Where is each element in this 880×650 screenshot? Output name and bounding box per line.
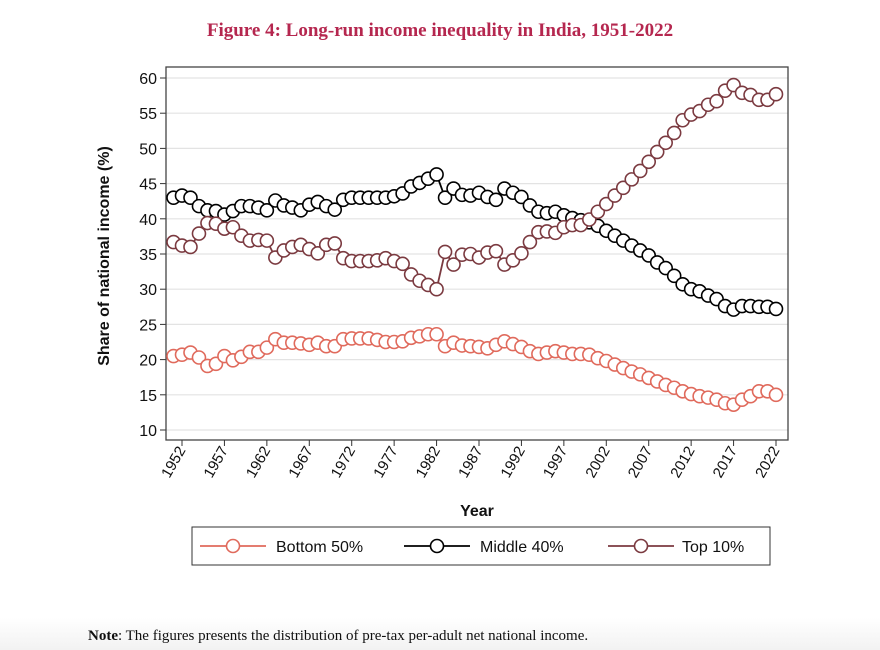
- data-point: [259, 203, 275, 218]
- data-point: [624, 172, 640, 187]
- data-point: [437, 244, 453, 260]
- legend-label: Bottom 50%: [276, 539, 363, 556]
- x-tick-label: 2022: [752, 444, 783, 481]
- y-axis-label: Share of national income (%): [96, 146, 113, 366]
- y-tick-label: 30: [139, 282, 157, 299]
- data-point: [522, 234, 538, 250]
- data-point: [598, 196, 614, 212]
- data-point: [709, 93, 724, 109]
- income-share-chart: 10 15 20 25 30 35 40 45 50 55 60 1952 1957 1962 1967 19…: [96, 66, 789, 566]
- data-point: [666, 125, 682, 141]
- x-tick-label: 1982: [413, 444, 444, 481]
- data-point: [327, 236, 343, 251]
- x-tick-label: 1987: [455, 444, 486, 481]
- data-point: [768, 387, 784, 403]
- x-tick-label: 2007: [625, 444, 656, 481]
- data-point: [632, 163, 648, 179]
- x-tick-label: 1952: [158, 444, 189, 481]
- data-point: [488, 243, 504, 259]
- data-point: [429, 167, 444, 182]
- data-point: [183, 190, 198, 205]
- footer-band: [0, 618, 880, 650]
- plot-frame: [165, 66, 789, 441]
- data-point: [615, 180, 631, 196]
- series-bottom-50-: [166, 326, 784, 412]
- y-tick-label: 45: [139, 177, 157, 194]
- data-point: [649, 144, 665, 160]
- legend-marker: [633, 538, 649, 554]
- data-point: [225, 219, 241, 235]
- data-point: [310, 245, 326, 261]
- x-tick-label: 1957: [200, 444, 231, 481]
- data-point: [437, 190, 453, 205]
- data-point: [658, 135, 673, 151]
- x-tick-label: 2002: [582, 444, 613, 481]
- y-tick-label: 35: [139, 247, 157, 264]
- y-tick-label: 15: [139, 388, 157, 405]
- legend-label: Top 10%: [682, 539, 744, 556]
- x-tick-label: 1977: [370, 444, 401, 481]
- x-tick-label: 1997: [540, 444, 571, 481]
- y-tick-label: 25: [139, 317, 157, 334]
- data-point: [641, 154, 657, 170]
- y-tick-label: 40: [139, 212, 157, 229]
- y-tick-label: 10: [139, 423, 157, 440]
- data-point: [191, 350, 207, 365]
- data-point: [259, 340, 275, 355]
- figure-title: Figure 4: Long-run income inequality in …: [206, 20, 674, 41]
- data-point: [488, 192, 504, 208]
- data-point: [429, 326, 444, 342]
- x-axis-label: Year: [460, 503, 494, 520]
- data-point: [514, 245, 529, 261]
- figure-note: Note: The figures presents the distribut…: [88, 628, 588, 645]
- data-point: [191, 226, 207, 241]
- data-point: [183, 239, 198, 255]
- note-text: : The figures presents the distribution …: [118, 628, 589, 644]
- legend-marker: [429, 538, 445, 554]
- data-point: [666, 268, 682, 284]
- y-tick-label: 20: [139, 353, 157, 370]
- x-tick-label: 1967: [285, 444, 316, 481]
- x-tick-label: 2012: [667, 444, 698, 481]
- data-point: [768, 301, 784, 317]
- series-top-10-: [166, 77, 784, 297]
- x-tick-label: 1992: [497, 444, 528, 481]
- x-tick-label: 1972: [328, 444, 359, 481]
- data-point: [446, 257, 461, 272]
- note-label: Note: [88, 628, 118, 644]
- data-point: [259, 233, 275, 248]
- legend-marker: [225, 538, 241, 554]
- y-tick-label: 60: [139, 71, 157, 88]
- data-point: [395, 256, 410, 272]
- y-tick-label: 50: [139, 141, 157, 158]
- x-tick-label: 2017: [710, 444, 741, 481]
- data-point: [768, 86, 784, 102]
- series-middle-40-: [166, 167, 784, 317]
- y-tick-label: 55: [139, 106, 157, 123]
- data-point: [327, 202, 343, 217]
- data-point: [514, 189, 529, 205]
- legend-label: Middle 40%: [480, 539, 564, 556]
- x-tick-label: 1962: [243, 444, 274, 481]
- data-point: [429, 281, 444, 297]
